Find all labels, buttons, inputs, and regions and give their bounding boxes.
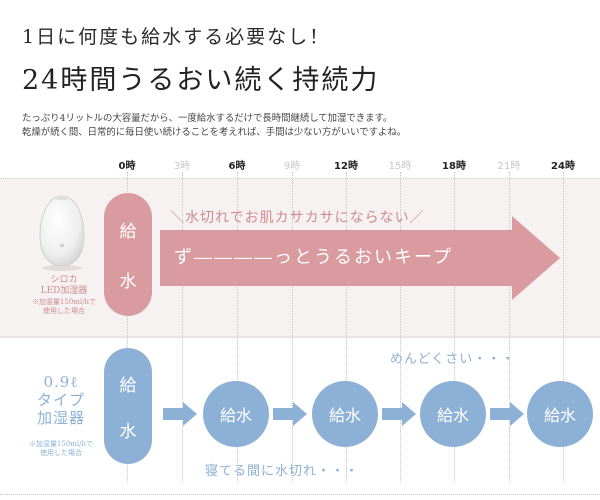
- product-type: タイプ: [36, 391, 85, 409]
- gridline: [509, 172, 510, 482]
- pill-char: 給: [119, 222, 137, 243]
- tick-label: 18時: [442, 161, 466, 172]
- shiroka-product-label: シロカ LED加湿器: [34, 275, 94, 297]
- note-line: ※加湿量150ml/hで: [28, 440, 94, 448]
- arrow-right-icon: [490, 402, 524, 426]
- gridline: [182, 172, 183, 482]
- product-name: LED加湿器: [40, 286, 88, 296]
- pill-char: 水: [119, 421, 137, 442]
- arrow-caption: ＼水切れでお肌カサカサにならない／: [170, 210, 425, 226]
- tick-label: 21時: [497, 161, 521, 172]
- note-line: 使用した場合: [40, 449, 82, 457]
- tick-label: 3時: [173, 161, 191, 172]
- tick-label: 9時: [283, 161, 301, 172]
- tick-label: 24時: [551, 161, 575, 172]
- headline-line1: 1日に何度も給水する必要なし！: [22, 26, 331, 48]
- arrow-right-icon: [163, 402, 197, 426]
- caption-runs-dry: 寝てる間に水切れ・・・: [205, 464, 360, 479]
- gridline: [454, 172, 455, 482]
- band-divider: [0, 336, 600, 338]
- small-tank-product-label: 0.9ℓ タイプ 加湿器: [20, 373, 102, 427]
- arrow-text: ず――――っとうるおいキープ: [174, 247, 453, 268]
- arrow-right-icon: [382, 402, 416, 426]
- tick-label: 15時: [388, 161, 412, 172]
- gridline: [400, 172, 401, 482]
- gridline: [563, 172, 564, 482]
- product-name: 加湿器: [36, 409, 85, 427]
- note-line: ※加湿量150ml/hで: [31, 298, 97, 306]
- gridline: [346, 172, 347, 482]
- tick-label: 0時: [118, 161, 136, 172]
- timeline-top-line: [0, 178, 600, 179]
- pill-char: 給: [119, 375, 137, 396]
- note-line: 使用した場合: [43, 307, 85, 315]
- small-tank-note: ※加湿量150ml/hで 使用した場合: [18, 440, 104, 458]
- description-line1: たっぷり4リットルの大容量だから、一度給水するだけで長時間継続して加湿できます。: [22, 113, 393, 124]
- humidifier-icon: [39, 195, 85, 271]
- description-line2: 乾燥が続く間、日常的に毎日使い続けることを考えれば、手間は少ない方がいいですよね…: [22, 127, 407, 138]
- product-brand: シロカ: [50, 275, 78, 285]
- tick-label: 12時: [334, 161, 358, 172]
- tick-label: 6時: [228, 161, 246, 172]
- shiroka-note: ※加湿量150ml/hで 使用した場合: [30, 298, 98, 316]
- refill-circle: 給水: [420, 381, 486, 447]
- product-capacity: 0.9ℓ: [43, 373, 79, 391]
- headline-line2: 24時間うるおい続く持続力: [22, 65, 380, 96]
- gridline: [292, 172, 293, 482]
- pill-char: 水: [119, 271, 137, 292]
- shiroka-refill-pill: 給 水: [104, 193, 152, 316]
- refill-circle: 給水: [527, 381, 593, 447]
- caption-bothersome: めんどくさい・・・: [390, 352, 516, 367]
- timeline-bottom-line: [0, 494, 600, 495]
- gridline: [237, 172, 238, 482]
- refill-circle: 給水: [203, 381, 269, 447]
- arrow-right-icon: [273, 402, 307, 426]
- long-arrow-icon: [160, 216, 560, 300]
- small-tank-refill-pill: 給 水: [104, 348, 152, 464]
- refill-circle: 給水: [312, 381, 378, 447]
- gridline: [127, 172, 128, 482]
